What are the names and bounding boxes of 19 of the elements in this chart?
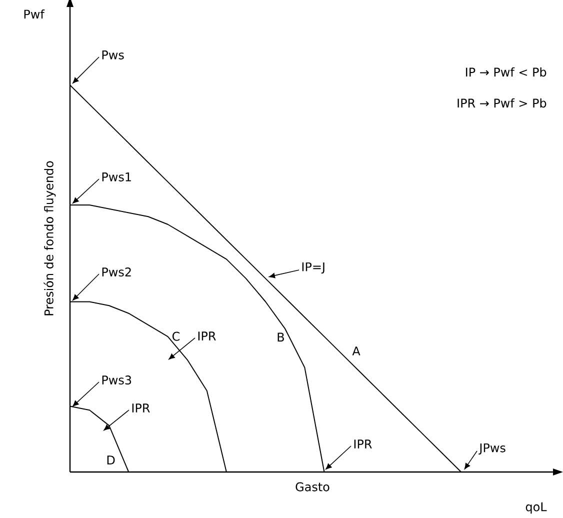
annotation: IPR → Pwf > Pb bbox=[458, 98, 546, 108]
annotation: JPws bbox=[478, 443, 506, 455]
annotation: IPR bbox=[132, 404, 150, 412]
text: Pws bbox=[102, 50, 124, 60]
annotation: IPR bbox=[198, 332, 216, 340]
series-label: A bbox=[352, 346, 360, 356]
series-label: C bbox=[172, 332, 180, 341]
y-axis-title: Presión de fondo fluyendo bbox=[44, 161, 56, 316]
annotation: IPR bbox=[354, 440, 372, 448]
text: Pwf bbox=[24, 9, 45, 19]
text: qoL bbox=[526, 502, 547, 514]
annotation: Pws2 bbox=[102, 267, 131, 277]
annotation: Pws1 bbox=[102, 172, 131, 182]
x-axis-title: Gasto bbox=[296, 482, 330, 492]
series-label: B bbox=[278, 332, 284, 342]
annotation: IP=J bbox=[302, 262, 324, 274]
text: IP → Pwf < Pb bbox=[466, 67, 546, 77]
annotation: Pws3 bbox=[102, 375, 132, 385]
series-label: D bbox=[107, 456, 115, 464]
